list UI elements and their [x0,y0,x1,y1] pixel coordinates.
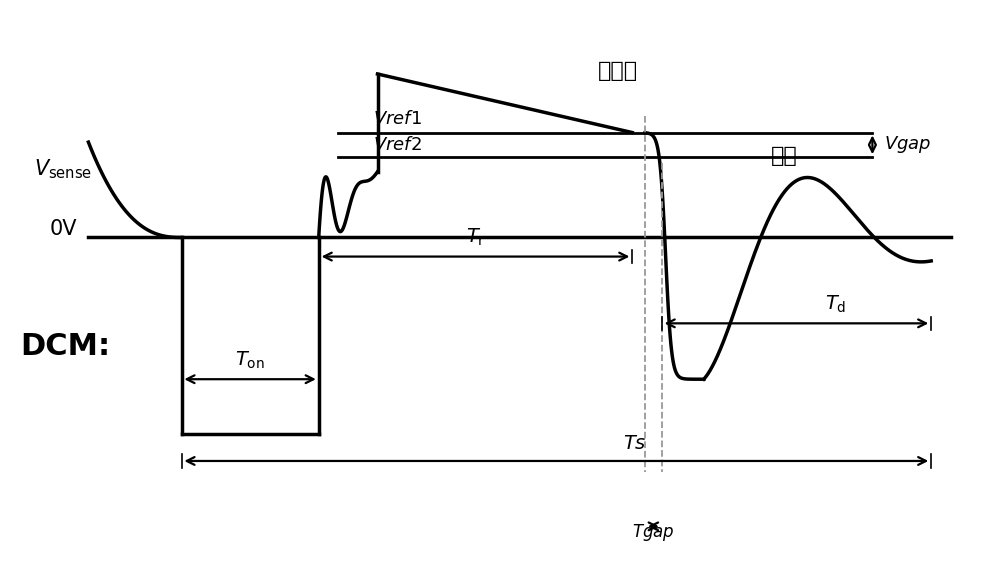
Text: 平滑: 平滑 [771,146,798,166]
Text: $Vref2$: $Vref2$ [373,135,421,154]
Text: 斜率大: 斜率大 [598,61,638,81]
Text: $Tgap$: $Tgap$ [632,522,675,543]
Text: $Ts$: $Ts$ [623,434,647,453]
Text: $Vgap$: $Vgap$ [884,134,932,155]
Text: $T_{\rm on}$: $T_{\rm on}$ [235,350,265,371]
Text: $Vref1$: $Vref1$ [373,110,421,128]
Text: 0V: 0V [49,220,77,239]
Text: $V_{\mathrm{sense}}$: $V_{\mathrm{sense}}$ [34,158,93,181]
Text: $T_{\rm d}$: $T_{\rm d}$ [825,294,846,315]
Text: DCM:: DCM: [20,332,110,361]
Text: $T_{\rm r}$: $T_{\rm r}$ [466,227,485,248]
